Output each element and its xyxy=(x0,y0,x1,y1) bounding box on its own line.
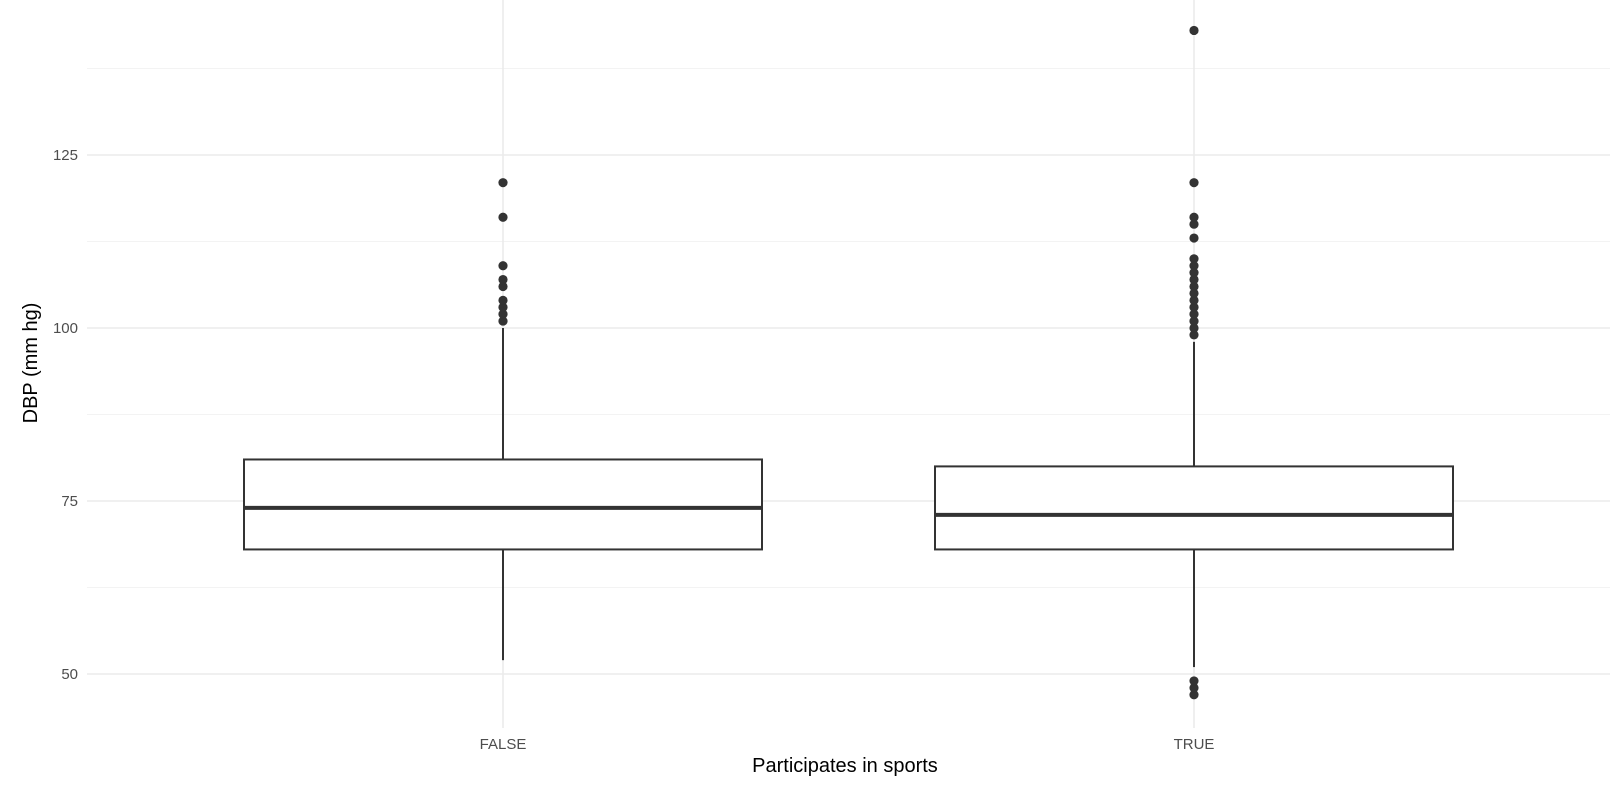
x-tick-label: TRUE xyxy=(1174,736,1215,753)
y-tick-label: 50 xyxy=(61,666,78,683)
outlier-point xyxy=(1189,288,1199,298)
outlier-point xyxy=(1189,219,1199,229)
outlier-point xyxy=(498,281,508,292)
box-layer xyxy=(243,328,1454,668)
outlier-point xyxy=(1189,268,1199,278)
outlier-point xyxy=(1189,302,1199,312)
outlier-point xyxy=(498,274,508,285)
outlier-point xyxy=(1189,330,1199,340)
y-axis-title: DBP (mm hg) xyxy=(20,303,42,424)
x-axis-title: Participates in sports xyxy=(752,755,938,777)
outlier-point xyxy=(498,178,508,188)
iqr-box xyxy=(934,465,1454,551)
y-tick-label: 100 xyxy=(53,320,78,337)
outlier-point xyxy=(1189,212,1199,222)
x-tick-label: FALSE xyxy=(480,736,527,753)
outlier-point xyxy=(498,302,508,312)
outlier-point xyxy=(1189,316,1199,326)
outlier-point xyxy=(498,316,508,326)
y-tick-label: 125 xyxy=(53,147,78,164)
outlier-point xyxy=(1189,676,1199,686)
grid-layer xyxy=(87,0,1610,728)
outlier-point xyxy=(1189,295,1199,305)
outlier-point xyxy=(1189,683,1199,693)
outlier-point xyxy=(1189,254,1199,264)
outlier-point xyxy=(1189,178,1199,188)
iqr-box xyxy=(243,458,763,551)
outlier-point xyxy=(1189,690,1199,700)
outlier-point xyxy=(498,295,508,305)
outlier-point xyxy=(1189,281,1199,292)
outlier-point xyxy=(1189,274,1199,285)
outlier-point xyxy=(498,212,508,222)
outlier-point xyxy=(1189,323,1199,333)
y-tick-label: 75 xyxy=(61,493,78,510)
outlier-point xyxy=(498,309,508,319)
tick-label-layer: 50 75 100 125 FALSE TRUE xyxy=(53,147,1214,753)
outlier-point xyxy=(1189,309,1199,319)
outlier-point xyxy=(498,261,508,271)
outlier-point xyxy=(1189,25,1199,36)
outlier-point xyxy=(1189,233,1199,243)
outlier-layer xyxy=(498,25,1199,700)
outlier-point xyxy=(1189,261,1199,271)
